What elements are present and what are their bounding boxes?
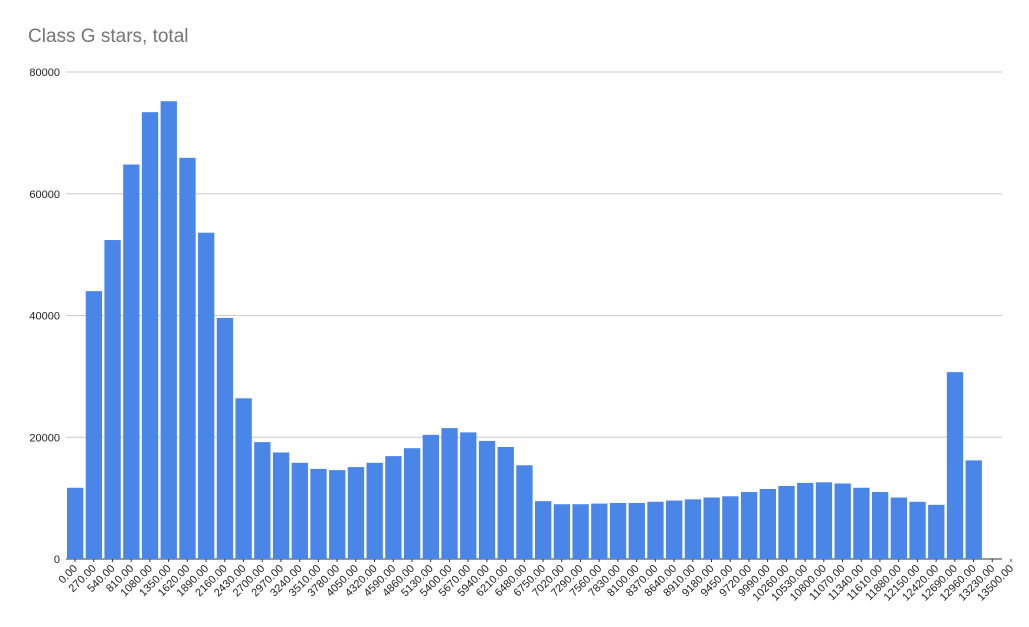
bar — [497, 446, 514, 559]
bar — [928, 504, 945, 559]
bar — [684, 499, 702, 559]
bar — [909, 501, 926, 559]
bar — [385, 456, 402, 559]
bar — [310, 468, 327, 559]
bar — [834, 483, 851, 559]
bar — [535, 501, 552, 559]
chart-title: Class G stars, total — [28, 26, 189, 47]
bar — [329, 470, 346, 559]
bar — [85, 291, 103, 559]
bar — [628, 502, 645, 559]
bar — [703, 497, 720, 559]
bar — [553, 504, 571, 559]
bar — [666, 500, 683, 559]
y-tick-label: 60000 — [29, 189, 60, 201]
y-tick-label: 80000 — [29, 67, 60, 79]
bar — [815, 482, 833, 559]
y-tick-label: 0 — [54, 554, 60, 566]
bar — [609, 502, 627, 559]
bar — [272, 452, 290, 559]
bar — [141, 112, 159, 560]
y-tick-label: 20000 — [29, 432, 60, 444]
bar — [778, 485, 795, 559]
bar — [291, 462, 308, 559]
bar — [759, 488, 776, 559]
bar — [591, 503, 608, 559]
bar — [946, 372, 964, 559]
bar — [460, 432, 477, 559]
bar — [366, 462, 383, 559]
bar — [797, 482, 814, 559]
bar — [198, 232, 215, 559]
bar — [740, 492, 758, 559]
bar — [647, 501, 664, 559]
bar — [254, 442, 271, 559]
bar — [422, 434, 439, 559]
bar — [403, 448, 421, 559]
bar — [871, 492, 889, 559]
bar — [441, 428, 458, 559]
bar — [347, 467, 365, 559]
bar — [160, 101, 177, 559]
bar — [67, 487, 84, 559]
bar — [572, 504, 589, 559]
bar — [516, 465, 533, 559]
bar — [123, 164, 140, 559]
y-tick-label: 40000 — [29, 311, 60, 323]
bar — [104, 240, 121, 559]
bar — [965, 460, 982, 559]
bar — [235, 398, 252, 559]
bar — [179, 157, 196, 560]
bar — [478, 440, 496, 559]
bar — [216, 317, 234, 559]
bar — [853, 487, 870, 559]
bar — [722, 496, 739, 559]
bar — [890, 497, 907, 559]
